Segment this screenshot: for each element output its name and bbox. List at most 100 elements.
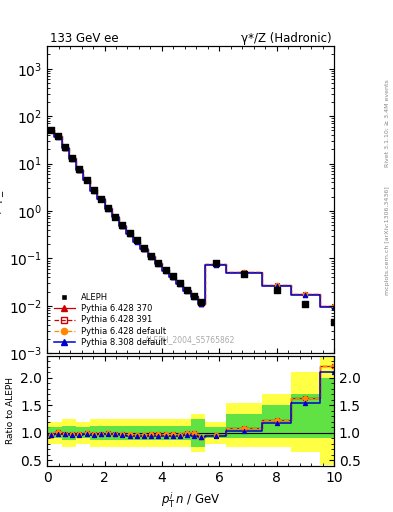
Legend: ALEPH, Pythia 6.428 370, Pythia 6.428 391, Pythia 6.428 default, Pythia 8.308 de: ALEPH, Pythia 6.428 370, Pythia 6.428 39… — [51, 291, 169, 349]
Point — [148, 430, 154, 438]
Point — [83, 429, 90, 437]
Point — [55, 428, 61, 436]
Point — [134, 237, 140, 245]
Point — [162, 267, 169, 275]
Point — [162, 266, 169, 274]
Point — [148, 430, 154, 438]
Text: Rivet 3.1.10; ≥ 3.4M events: Rivet 3.1.10; ≥ 3.4M events — [385, 79, 389, 167]
Point — [134, 431, 140, 439]
Point — [213, 431, 219, 439]
Point — [302, 399, 309, 407]
Point — [148, 252, 154, 260]
Point — [62, 430, 68, 438]
Point — [127, 431, 133, 439]
Point — [191, 432, 197, 440]
Point — [162, 432, 169, 440]
Point — [83, 430, 90, 438]
Point — [127, 431, 133, 439]
Point — [155, 259, 162, 267]
Point — [184, 286, 190, 294]
Point — [191, 292, 197, 300]
Point — [198, 300, 204, 308]
Point — [119, 430, 126, 438]
Point — [331, 318, 337, 326]
Text: mcplots.cern.ch [arXiv:1306.3436]: mcplots.cern.ch [arXiv:1306.3436] — [385, 186, 389, 295]
Point — [69, 430, 75, 438]
Point — [191, 429, 197, 437]
Point — [213, 431, 219, 439]
Point — [105, 429, 111, 437]
Point — [302, 291, 309, 299]
Point — [98, 195, 104, 203]
Point — [177, 432, 183, 440]
Point — [241, 269, 248, 277]
Text: ALEPH_2004_S5765862: ALEPH_2004_S5765862 — [145, 335, 236, 344]
Point — [134, 237, 140, 245]
Point — [119, 222, 126, 230]
Point — [177, 279, 183, 287]
Point — [91, 430, 97, 438]
Point — [169, 273, 176, 281]
Point — [76, 430, 83, 438]
Point — [241, 424, 248, 433]
Point — [83, 429, 90, 437]
Point — [302, 300, 309, 308]
Point — [112, 430, 118, 438]
Point — [105, 205, 111, 213]
Point — [69, 431, 75, 439]
Point — [241, 268, 248, 276]
Point — [112, 214, 118, 222]
Point — [55, 132, 61, 140]
Point — [302, 290, 309, 298]
Point — [48, 126, 54, 135]
Point — [198, 433, 204, 441]
Point — [98, 431, 104, 439]
Point — [177, 431, 183, 439]
Point — [162, 430, 169, 438]
Point — [62, 430, 68, 438]
Point — [76, 166, 83, 174]
Point — [112, 430, 118, 438]
Point — [274, 281, 280, 289]
Point — [105, 430, 111, 438]
Point — [62, 430, 68, 438]
Point — [69, 155, 75, 163]
Point — [105, 429, 111, 437]
Point — [177, 431, 183, 439]
Point — [76, 431, 83, 439]
Point — [241, 424, 248, 433]
Point — [83, 429, 90, 437]
Point — [134, 432, 140, 440]
Point — [274, 286, 280, 294]
Point — [198, 433, 204, 441]
Point — [76, 166, 83, 174]
Point — [83, 176, 90, 184]
Point — [155, 259, 162, 267]
X-axis label: $p_{\rm T}^i\,n$ / GeV: $p_{\rm T}^i\,n$ / GeV — [161, 490, 220, 510]
Point — [134, 237, 140, 245]
Point — [98, 195, 104, 203]
Point — [274, 282, 280, 290]
Point — [241, 268, 248, 276]
Point — [274, 281, 280, 289]
Point — [55, 132, 61, 140]
Point — [213, 432, 219, 440]
Point — [191, 292, 197, 300]
Point — [91, 430, 97, 438]
Point — [155, 259, 162, 267]
Point — [302, 290, 309, 298]
Point — [241, 269, 248, 278]
Point — [162, 266, 169, 274]
Point — [91, 186, 97, 194]
Point — [331, 303, 337, 311]
Y-axis label: N dσ/dp_T^i n: N dσ/dp_T^i n — [0, 163, 4, 237]
Point — [162, 430, 169, 438]
Point — [302, 394, 309, 402]
Text: γ*/Z (Hadronic): γ*/Z (Hadronic) — [241, 32, 331, 45]
Point — [69, 430, 75, 438]
Point — [69, 155, 75, 163]
Point — [169, 430, 176, 438]
Point — [213, 260, 219, 268]
Point — [127, 229, 133, 237]
Point — [331, 361, 337, 370]
